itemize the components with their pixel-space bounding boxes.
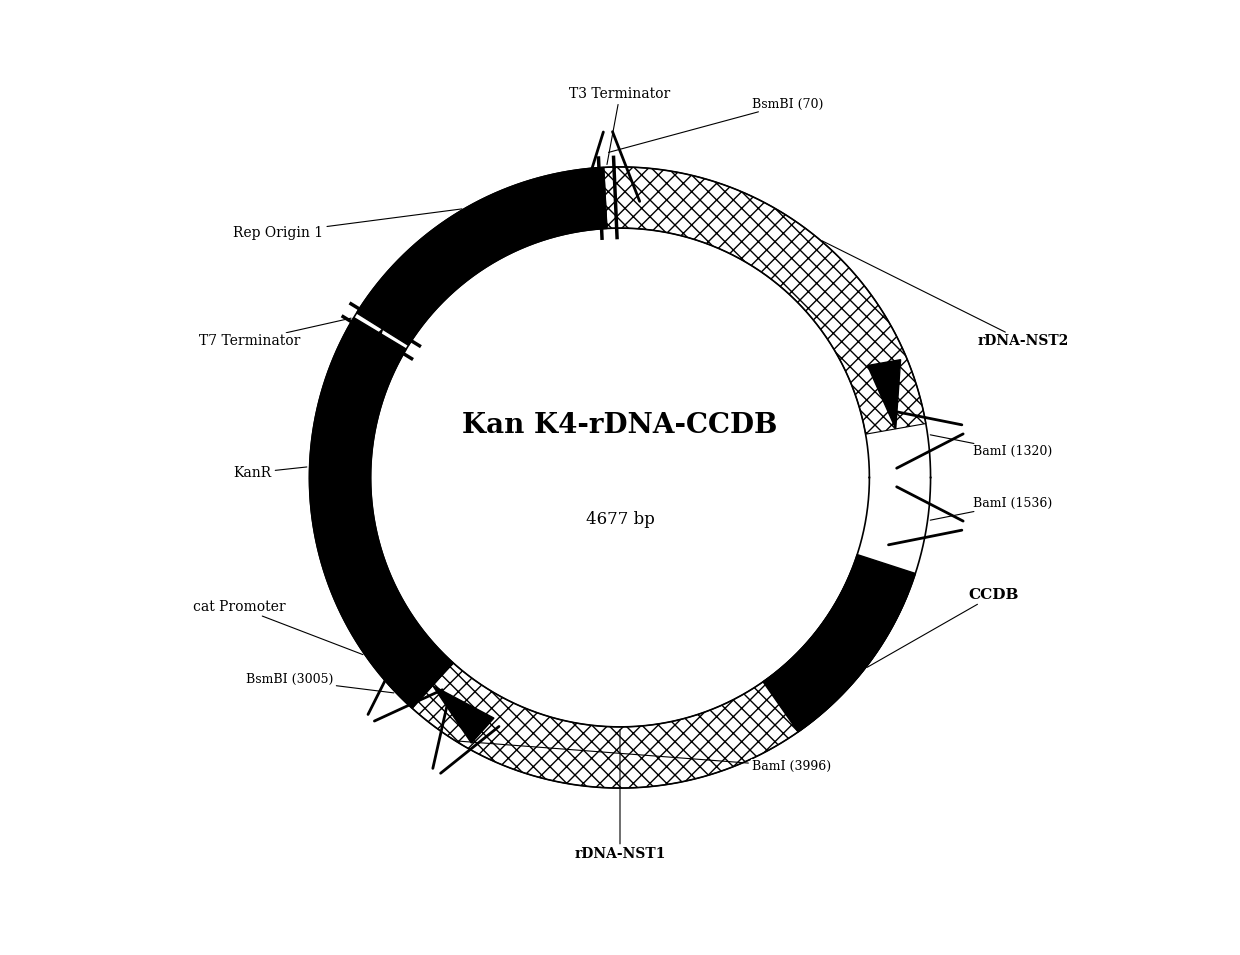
Text: T3 Terminator: T3 Terminator: [569, 87, 671, 164]
Text: rDNA-NST2: rDNA-NST2: [822, 241, 1069, 348]
Polygon shape: [332, 329, 383, 395]
Text: CCDB: CCDB: [867, 588, 1019, 668]
Text: Rep Origin 1: Rep Origin 1: [233, 209, 463, 240]
Text: BamI (1320): BamI (1320): [930, 435, 1053, 457]
Text: KanR: KanR: [233, 466, 306, 479]
Polygon shape: [310, 318, 453, 709]
Polygon shape: [433, 686, 494, 743]
Polygon shape: [763, 555, 915, 732]
Text: cat Promoter: cat Promoter: [193, 601, 363, 654]
Polygon shape: [868, 360, 900, 429]
Polygon shape: [412, 571, 908, 788]
Polygon shape: [604, 167, 926, 435]
Text: BsmBI (3005): BsmBI (3005): [246, 673, 394, 693]
Text: T7 Terminator: T7 Terminator: [198, 318, 351, 348]
Polygon shape: [781, 654, 846, 707]
Text: BamI (3996): BamI (3996): [459, 741, 831, 773]
Text: 4677 bp: 4677 bp: [585, 511, 655, 528]
Text: Kan K4-rDNA-CCDB: Kan K4-rDNA-CCDB: [463, 413, 777, 439]
Text: BsmBI (70): BsmBI (70): [609, 97, 823, 153]
Polygon shape: [357, 167, 606, 346]
Text: BamI (1536): BamI (1536): [930, 498, 1053, 520]
Text: rDNA-NST1: rDNA-NST1: [574, 730, 666, 861]
